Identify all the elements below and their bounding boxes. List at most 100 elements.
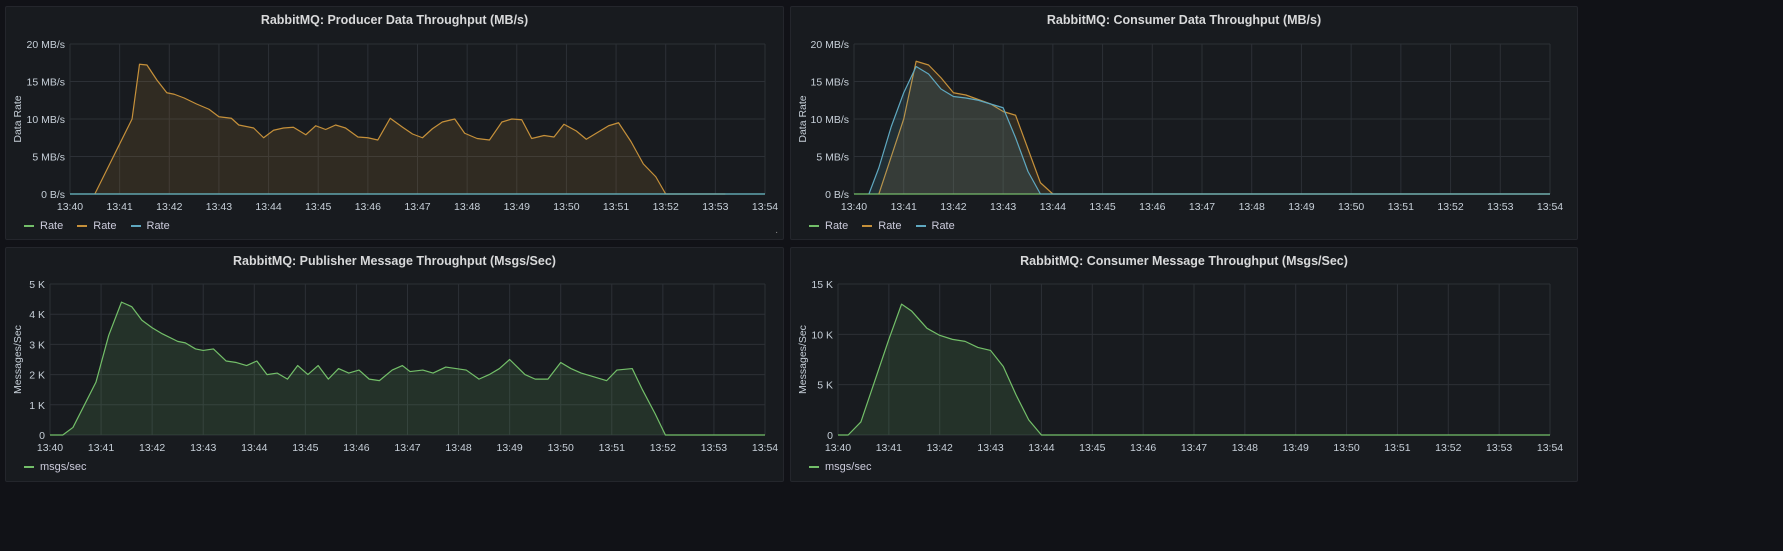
x-tick-label: 13:47 bbox=[1181, 442, 1207, 454]
series-line-msgs-sec bbox=[838, 303, 1550, 436]
series-line-rate bbox=[878, 60, 1550, 195]
producer-data-throughput-chart: 0 B/s 5 MB/s 10 MB/s 15 MB/s 20 MB/s 13:40 13:… bbox=[12, 39, 778, 213]
y-tick-label: 0 B/s bbox=[825, 189, 849, 201]
x-tick-label: 13:43 bbox=[206, 201, 232, 213]
x-tick-label: 13:44 bbox=[255, 201, 281, 213]
y-tick-label: 20 MB/s bbox=[26, 39, 65, 51]
consumer-message-throughput-chart: 0 5 K 10 K 15 K 13:40 13:41 13:42 13:43 13:44 13:… bbox=[797, 279, 1563, 454]
x-tick-label: 13:46 bbox=[355, 201, 381, 213]
y-tick-label: 0 bbox=[39, 430, 45, 442]
x-tick-label: 13:53 bbox=[702, 201, 728, 213]
y-tick-label: 5 K bbox=[817, 380, 833, 392]
panel-title[interactable]: RabbitMQ: Consumer Message Throughput (M… bbox=[1020, 254, 1348, 268]
y-tick-label: 15 K bbox=[811, 279, 833, 291]
x-tick-label: 13:54 bbox=[752, 201, 778, 213]
y-tick-label: 5 MB/s bbox=[32, 152, 65, 164]
x-tick-label: 13:48 bbox=[1239, 201, 1265, 213]
y-tick-label: 4 K bbox=[29, 309, 45, 321]
legend-item[interactable]: Rate bbox=[130, 220, 170, 232]
y-axis-label: Messages/Sec bbox=[12, 325, 24, 394]
legend-label: Rate bbox=[40, 220, 64, 232]
legend-swatch bbox=[809, 225, 819, 227]
legend-swatch bbox=[809, 466, 819, 468]
series-area-msgs-sec bbox=[50, 302, 765, 435]
y-tick-label: 10 MB/s bbox=[26, 114, 65, 126]
x-tick-label: 13:45 bbox=[1089, 201, 1115, 213]
series-line-msgs-sec bbox=[50, 301, 765, 436]
consumer-data-throughput-panel: RabbitMQ: Consumer Data Throughput (MB/s… bbox=[790, 6, 1578, 240]
series-area-msgs-sec bbox=[838, 304, 1550, 435]
y-axis-label: Data Rate bbox=[797, 95, 809, 142]
legend-label: Rate bbox=[146, 220, 170, 232]
x-tick-label: 13:48 bbox=[454, 201, 480, 213]
x-tick-label: 13:51 bbox=[599, 442, 625, 454]
x-tick-label: 13:49 bbox=[497, 442, 523, 454]
panel-title[interactable]: RabbitMQ: Publisher Message Throughput (… bbox=[233, 254, 556, 268]
x-tick-label: 13:52 bbox=[1437, 201, 1463, 213]
x-tick-label: 13:44 bbox=[1028, 442, 1054, 454]
legend-swatch bbox=[862, 225, 873, 227]
y-axis-label: Data Rate bbox=[12, 95, 24, 142]
x-tick-label: 13:52 bbox=[1435, 442, 1461, 454]
legend-label: Rate bbox=[931, 220, 955, 232]
legend-item[interactable]: Rate bbox=[915, 220, 955, 232]
x-tick-label: 13:43 bbox=[990, 201, 1016, 213]
x-tick-label: 13:44 bbox=[241, 442, 267, 454]
chart-legend: Rate Rate Rate bbox=[24, 220, 170, 232]
x-tick-label: 13:40 bbox=[841, 201, 867, 213]
x-tick-label: 13:47 bbox=[1189, 201, 1215, 213]
y-tick-label: 10 MB/s bbox=[810, 114, 849, 126]
x-tick-label: 13:40 bbox=[37, 442, 63, 454]
y-tick-label: 2 K bbox=[29, 370, 45, 382]
x-tick-label: 13:54 bbox=[1537, 201, 1563, 213]
legend-item[interactable]: msgs/sec bbox=[24, 461, 86, 473]
x-tick-label: 13:50 bbox=[1338, 201, 1364, 213]
legend-swatch bbox=[24, 466, 34, 468]
x-tick-label: 13:51 bbox=[1388, 201, 1414, 213]
x-tick-label: 13:42 bbox=[156, 201, 182, 213]
consumer-message-throughput-panel: RabbitMQ: Consumer Message Throughput (M… bbox=[790, 247, 1578, 482]
y-tick-label: 1 K bbox=[29, 400, 45, 412]
y-tick-label: 5 MB/s bbox=[816, 152, 849, 164]
y-tick-label: 5 K bbox=[29, 279, 45, 291]
x-tick-label: 13:51 bbox=[603, 201, 629, 213]
x-tick-label: 13:53 bbox=[701, 442, 727, 454]
x-tick-label: 13:50 bbox=[548, 442, 574, 454]
series-area-rate bbox=[868, 66, 1550, 194]
legend-label: msgs/sec bbox=[825, 461, 872, 473]
x-tick-label: 13:49 bbox=[1283, 442, 1309, 454]
y-tick-label: 3 K bbox=[29, 339, 45, 351]
x-tick-label: 13:49 bbox=[504, 201, 530, 213]
x-tick-label: 13:49 bbox=[1288, 201, 1314, 213]
y-tick-label: 0 bbox=[827, 430, 833, 442]
legend-swatch bbox=[130, 225, 141, 227]
chart-legend: msgs/sec bbox=[24, 461, 86, 473]
legend-item[interactable]: Rate bbox=[862, 220, 902, 232]
legend-label: Rate bbox=[878, 220, 902, 232]
x-tick-label: 13:52 bbox=[650, 442, 676, 454]
y-tick-label: 0 B/s bbox=[41, 189, 65, 201]
legend-item[interactable]: Rate bbox=[809, 220, 848, 232]
x-tick-label: 13:46 bbox=[1139, 201, 1165, 213]
legend-label: Rate bbox=[825, 220, 849, 232]
panel-title[interactable]: RabbitMQ: Consumer Data Throughput (MB/s… bbox=[1046, 13, 1322, 27]
resize-handle[interactable]: . bbox=[775, 225, 778, 236]
x-tick-label: 13:53 bbox=[1487, 201, 1513, 213]
legend-swatch bbox=[77, 225, 88, 227]
legend-item[interactable]: Rate bbox=[77, 220, 117, 232]
legend-item[interactable]: Rate bbox=[24, 220, 63, 232]
publisher-message-throughput-panel: RabbitMQ: Publisher Message Throughput (… bbox=[5, 247, 784, 482]
x-tick-label: 13:54 bbox=[1537, 442, 1563, 454]
x-tick-label: 13:52 bbox=[653, 201, 679, 213]
panel-title[interactable]: RabbitMQ: Producer Data Throughput (MB/s… bbox=[260, 13, 529, 27]
x-tick-label: 13:42 bbox=[139, 442, 165, 454]
x-tick-label: 13:41 bbox=[107, 201, 133, 213]
x-tick-label: 13:53 bbox=[1486, 442, 1512, 454]
y-tick-label: 15 MB/s bbox=[810, 77, 849, 89]
series-area-rate bbox=[878, 61, 1550, 194]
x-tick-label: 13:41 bbox=[88, 442, 114, 454]
consumer-data-throughput-chart: 0 B/s 5 MB/s 10 MB/s 15 MB/s 20 MB/s 13:40 13:… bbox=[797, 39, 1563, 213]
y-tick-label: 10 K bbox=[811, 329, 833, 341]
legend-item[interactable]: msgs/sec bbox=[809, 461, 871, 473]
